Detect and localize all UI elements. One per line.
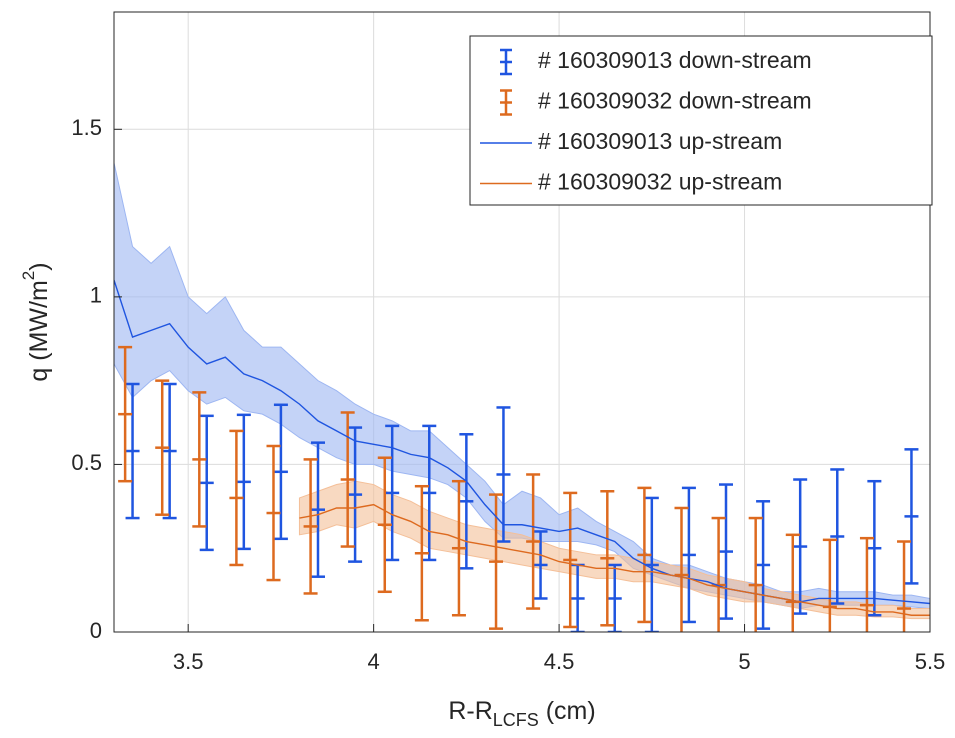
legend-label: # 160309013 up-stream [538, 128, 782, 154]
x-label-sub: LCFS [493, 710, 539, 730]
plot-layer [114, 162, 930, 632]
x-tick-label: 4.5 [544, 649, 575, 674]
x-tick-label: 5 [738, 649, 750, 674]
band [114, 162, 930, 610]
ticks: 3.5 4 4.5 5 5.5 0 0.5 1 1.5 [71, 115, 945, 674]
line [299, 503, 930, 616]
y-axis-label: q (MW/m2) [19, 262, 52, 381]
legend-label: # 160309013 down-stream [538, 47, 812, 73]
y-tick-label: 0.5 [71, 450, 102, 475]
x-tick-label: 4 [368, 649, 380, 674]
legend-label: # 160309032 up-stream [538, 169, 782, 195]
y-tick-label: 0 [90, 618, 102, 643]
axes-box [113, 11, 931, 633]
x-label-end: (cm) [539, 697, 596, 725]
x-tick-label: 5.5 [915, 649, 946, 674]
legend-box [469, 35, 933, 206]
y-label-main: q (MW/m [25, 280, 53, 381]
legend-label: # 160309032 down-stream [538, 88, 812, 114]
x-tick-label: 3.5 [173, 649, 204, 674]
y-label-sup: 2 [19, 271, 38, 280]
y-tick-label: 1 [90, 283, 102, 308]
x-label-main: R-R [448, 697, 492, 725]
legend: # 160309013 down-stream # 160309032 down-… [469, 35, 933, 206]
x-axis-label: R-RLCFS (cm) [448, 697, 595, 730]
y-tick-label: 1.5 [71, 115, 102, 140]
y-label-end: ) [25, 262, 53, 270]
